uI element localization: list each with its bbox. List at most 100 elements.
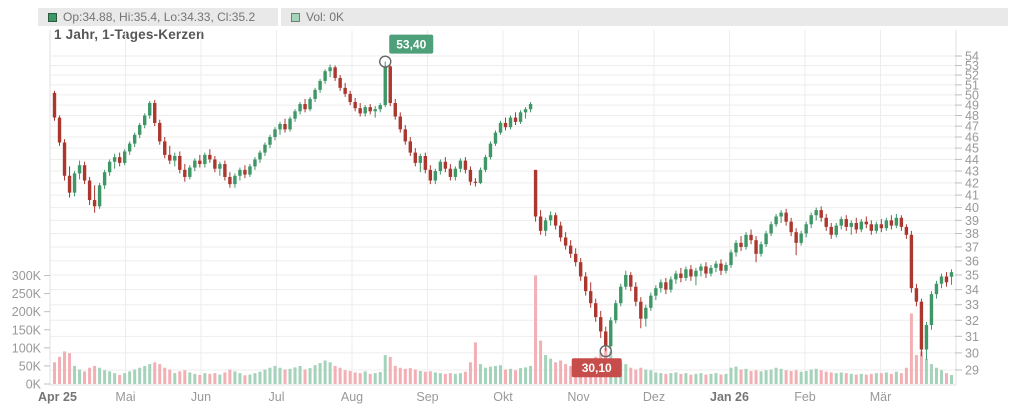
candle-body — [644, 307, 648, 319]
price-tick-label: 32 — [965, 314, 979, 328]
candle-body — [513, 117, 518, 122]
volume-bar — [714, 373, 718, 384]
volume-bar — [649, 370, 653, 384]
volume-bar — [859, 373, 863, 384]
candle-body — [163, 141, 167, 155]
volume-bar — [303, 369, 307, 384]
volume-bar — [689, 374, 693, 384]
candle-body — [463, 160, 468, 170]
candle-body — [814, 210, 818, 216]
volume-bar — [458, 373, 462, 384]
volume-bar — [488, 366, 492, 384]
candle-body — [759, 244, 763, 254]
candle-body — [739, 242, 743, 247]
candle-body — [709, 267, 713, 274]
volume-bar — [944, 373, 948, 384]
volume-bar — [929, 364, 933, 384]
candle-body — [72, 173, 77, 193]
volume-bar — [93, 365, 97, 384]
volume-bar — [744, 368, 748, 384]
candle-body — [52, 92, 57, 118]
candle-body — [498, 122, 503, 133]
volume-bar — [704, 374, 708, 384]
volume-bar — [133, 369, 137, 384]
candle-body — [183, 169, 187, 177]
volume-bar — [388, 356, 392, 384]
candle-body — [689, 269, 693, 277]
candle-body — [604, 331, 608, 347]
candle-body — [588, 291, 593, 304]
candle-body — [278, 123, 282, 130]
volume-bar — [498, 365, 502, 384]
candle-body — [258, 152, 262, 160]
volume-bar — [183, 370, 187, 384]
volume-bar — [634, 369, 638, 384]
volume-bar — [709, 373, 713, 384]
volume-bar — [433, 372, 437, 384]
volume-bar — [318, 363, 322, 384]
volume-bar — [203, 373, 207, 384]
candle-body — [533, 169, 538, 217]
volume-bar — [68, 353, 72, 384]
volume-bar — [799, 371, 803, 384]
candle-body — [679, 273, 683, 278]
volume-bar — [624, 364, 628, 384]
candle-body — [939, 276, 944, 284]
price-tick-label: 43 — [965, 165, 979, 179]
candle-body — [594, 303, 598, 318]
price-tick-label: 44 — [965, 153, 979, 167]
ohlc-legend-item: Op:34.88, Hi:35.4, Lo:34.33, Cl:35.2 — [48, 10, 255, 24]
volume-bar — [78, 369, 82, 384]
volume-bar — [368, 373, 372, 384]
volume-bar — [564, 364, 568, 384]
candle-body — [889, 220, 894, 226]
candle-body — [153, 103, 157, 123]
candle-body — [238, 169, 242, 176]
candle-body — [468, 169, 473, 182]
price-tick-label: 45 — [965, 142, 979, 156]
candle-body — [884, 220, 889, 229]
volume-bar — [909, 313, 913, 384]
candle-body — [639, 301, 643, 319]
month-axis-labels: Apr 25 Mai Jun Jul Aug Sep Okt Nov Dez Jan 26 Feb M… — [38, 390, 891, 404]
candle-body — [107, 161, 112, 173]
candle-body — [323, 71, 327, 81]
volume-bar — [398, 367, 402, 384]
candle-body — [518, 112, 523, 122]
candle-body — [799, 233, 803, 243]
candle-body — [298, 104, 302, 112]
price-tick-label: 49 — [965, 99, 979, 113]
price-tick-label: 35 — [965, 269, 979, 283]
candle-body — [719, 263, 723, 271]
candle-body — [834, 225, 838, 235]
candle-body — [243, 169, 247, 175]
volume-bar — [243, 375, 247, 384]
candle-body — [493, 132, 498, 144]
volume-bar — [408, 368, 412, 384]
candle-body — [188, 167, 192, 177]
volume-bar — [639, 367, 643, 384]
candle-body — [919, 301, 924, 350]
volume-bar — [228, 369, 232, 384]
volume-bar — [443, 373, 447, 384]
volume-bar — [809, 369, 813, 384]
candle-body — [102, 172, 107, 186]
price-tick-label: 40 — [965, 201, 979, 215]
volume-bar — [749, 370, 753, 384]
candle-body — [769, 224, 773, 234]
volume-bar — [288, 368, 292, 384]
plot-area[interactable] — [50, 30, 956, 385]
volume-bar — [223, 372, 227, 384]
candle-body — [578, 262, 583, 277]
candle-body — [378, 105, 382, 110]
candle-body — [684, 269, 688, 278]
volume-bar — [403, 368, 407, 384]
candle-body — [328, 67, 332, 72]
volume-legend-item: Vol: 0K — [291, 10, 344, 24]
volume-bar — [754, 370, 758, 384]
candle-body — [819, 210, 823, 218]
volume-bar — [504, 369, 508, 384]
candle-body — [443, 161, 448, 169]
high-badge — [389, 34, 434, 54]
